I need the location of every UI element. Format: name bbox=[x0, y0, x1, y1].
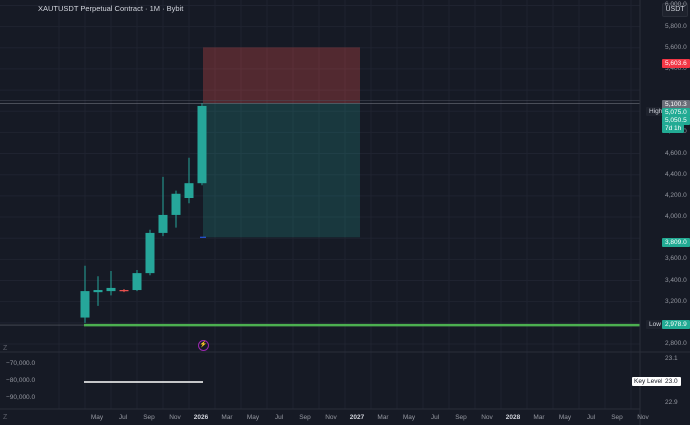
countdown-tag: 7d 1h bbox=[662, 124, 685, 133]
indicator-tick: −70,000.0 bbox=[6, 360, 36, 367]
time-axis-tick: Sep bbox=[299, 414, 311, 421]
price-axis-tick: 4,600.0 bbox=[665, 149, 687, 157]
high-price-tag: 5,075.0 bbox=[662, 108, 690, 117]
price-axis-tick: 4,000.0 bbox=[665, 213, 687, 221]
price-axis-tick: 6,000.0 bbox=[665, 1, 687, 9]
price-axis-tick: 4,400.0 bbox=[665, 170, 687, 178]
candle bbox=[119, 290, 129, 292]
candle bbox=[145, 232, 155, 274]
price-axis-tick: 5,600.0 bbox=[665, 43, 687, 51]
time-axis-tick: Mar bbox=[221, 414, 233, 421]
indicator-tick: 23.1 bbox=[665, 355, 678, 362]
time-axis-tick: Jul bbox=[586, 414, 596, 421]
time-axis-tick: 2026 bbox=[193, 414, 209, 421]
key-level-value-tag: 23.0 bbox=[662, 377, 681, 386]
z-icon[interactable]: Z bbox=[3, 345, 8, 352]
indicator-tick: 22.9 bbox=[665, 399, 678, 406]
price-axis-tick: 5,400.0 bbox=[665, 64, 687, 72]
price-axis-tick: 5,800.0 bbox=[665, 22, 687, 30]
time-axis-tick: May bbox=[402, 414, 416, 421]
time-axis-tick: Sep bbox=[611, 414, 623, 421]
indicator-tick: −90,000.0 bbox=[6, 394, 36, 401]
time-axis-tick: May bbox=[558, 414, 572, 421]
low-price-tag: 2,978.9 bbox=[662, 320, 690, 329]
currency-selector[interactable]: USDT bbox=[662, 3, 688, 17]
candle bbox=[171, 193, 181, 215]
chart-grid bbox=[0, 0, 640, 409]
candle bbox=[132, 273, 142, 291]
position-zones bbox=[203, 47, 360, 238]
time-axis-tick: May bbox=[90, 414, 104, 421]
candle bbox=[197, 105, 207, 184]
last-price-tag: 5,050.5 bbox=[662, 116, 690, 125]
candle bbox=[93, 290, 103, 293]
time-axis-tick: 2028 bbox=[505, 414, 521, 421]
price-axis-tick: 3,400.0 bbox=[665, 276, 687, 284]
candle bbox=[80, 291, 90, 318]
stop-loss-zone bbox=[203, 47, 360, 104]
time-axis-tick: Mar bbox=[533, 414, 545, 421]
candles bbox=[80, 103, 207, 323]
z-icon[interactable]: Z bbox=[3, 414, 8, 421]
time-axis-tick: Jul bbox=[430, 414, 440, 421]
candle bbox=[158, 214, 168, 233]
time-axis-tick: Jul bbox=[274, 414, 284, 421]
indicator-tick: −80,000.0 bbox=[6, 377, 36, 384]
take-profit-zone bbox=[203, 103, 360, 238]
time-axis-tick: Nov bbox=[481, 414, 493, 421]
price-axis-tick: 3,200.0 bbox=[665, 297, 687, 305]
candle bbox=[106, 287, 116, 292]
high-label: High bbox=[646, 107, 666, 116]
time-axis-tick: Sep bbox=[455, 414, 467, 421]
candle bbox=[184, 183, 194, 198]
time-axis-tick: 2027 bbox=[349, 414, 365, 421]
price-levels bbox=[0, 100, 640, 327]
stop-loss-price-tag: 5,603.6 bbox=[662, 59, 690, 68]
time-axis-tick: Nov bbox=[325, 414, 337, 421]
price-axis-tick: 4,200.0 bbox=[665, 191, 687, 199]
time-axis-tick: Nov bbox=[637, 414, 649, 421]
time-axis-tick: Mar bbox=[377, 414, 389, 421]
time-axis-tick: Sep bbox=[143, 414, 155, 421]
low-label: Low bbox=[646, 320, 664, 329]
take-profit-price-tag: 3,809.0 bbox=[662, 238, 690, 247]
current-price-tag: 5,100.3 bbox=[662, 100, 690, 109]
time-axis-tick: Nov bbox=[169, 414, 181, 421]
chart-title: XAUTUSDT Perpetual Contract · 1M · Bybit bbox=[38, 4, 184, 13]
key-level-label: Key Level bbox=[632, 377, 665, 386]
price-axis-tick: 3,600.0 bbox=[665, 255, 687, 263]
time-axis-tick: Jul bbox=[118, 414, 128, 421]
time-axis-tick: May bbox=[246, 414, 260, 421]
price-axis-tick: 2,800.0 bbox=[665, 340, 687, 347]
alert-icon[interactable]: ⚡ bbox=[198, 340, 209, 351]
